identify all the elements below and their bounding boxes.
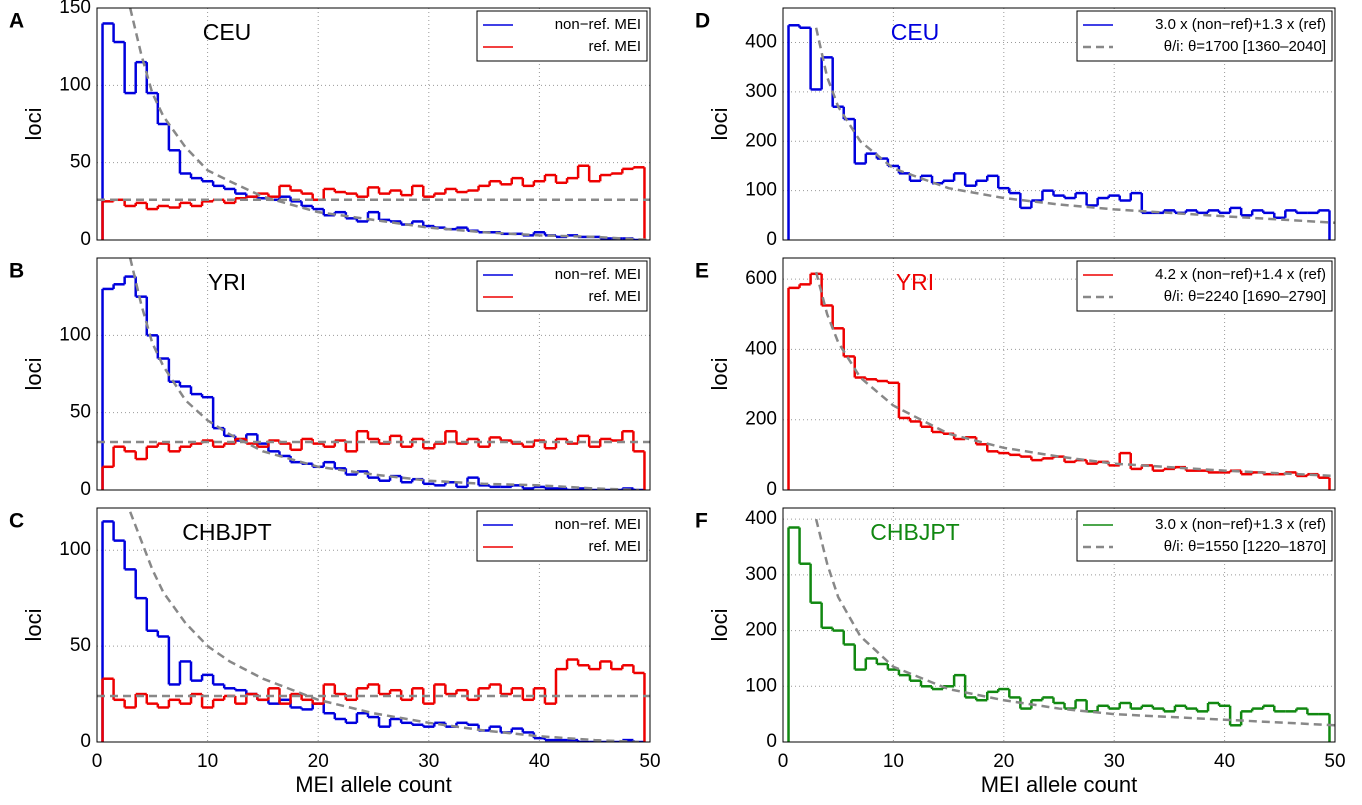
legend-box — [476, 260, 648, 312]
legend-label: θ/i: θ=1550 [1220–1870] — [1164, 538, 1326, 555]
panel-title: YRI — [208, 269, 246, 295]
plot-area — [97, 8, 650, 240]
y-axis-label: loci — [707, 357, 732, 390]
x-tick-label: 40 — [1214, 751, 1235, 772]
panel-title: YRI — [896, 269, 934, 295]
legend-label: ref. MEI — [588, 538, 641, 555]
fit-curve — [128, 258, 639, 490]
x-tick-label: 20 — [308, 751, 329, 772]
legend-label: 3.0 x (non−ref)+1.3 x (ref) — [1155, 16, 1326, 33]
legend-box — [476, 510, 648, 562]
fit-curve — [128, 8, 650, 240]
y-tick-label: 0 — [766, 229, 777, 250]
plot-area — [787, 518, 1335, 742]
legend-box — [1076, 10, 1333, 62]
plot-area — [787, 271, 1335, 490]
y-tick-label: 200 — [745, 130, 777, 151]
x-tick-label: 50 — [639, 751, 660, 772]
panel-title: CEU — [203, 19, 252, 45]
plot-frame — [96, 257, 651, 491]
plot-area — [787, 24, 1335, 240]
x-tick-label: 30 — [1104, 751, 1125, 772]
y-tick-label: 100 — [59, 324, 91, 345]
legend-label: ref. MEI — [588, 38, 641, 55]
y-axis-label: loci — [21, 357, 46, 390]
legend-label: non−ref. MEI — [555, 16, 641, 33]
panel-label: F — [695, 510, 708, 533]
panel-label: C — [9, 510, 24, 533]
legend-label: 3.0 x (non−ref)+1.3 x (ref) — [1155, 516, 1326, 533]
y-axis-label: loci — [21, 107, 46, 140]
x-axis-label: MEI allele count — [295, 772, 452, 797]
plot-area — [97, 511, 650, 742]
y-tick-label: 150 — [59, 0, 91, 18]
panel-label: D — [695, 10, 710, 33]
panel-title: CHBJPT — [182, 519, 271, 545]
legend-label: θ/i: θ=1700 [1360–2040] — [1164, 38, 1326, 55]
panel-label: A — [9, 10, 24, 33]
panel: 0 10 20 30 40 50 0 50 100 non−ref. MEI ref. MEI CHB… — [9, 507, 661, 797]
plot-frame — [782, 507, 1336, 743]
legend-label: θ/i: θ=2240 [1690–2790] — [1164, 288, 1326, 305]
y-tick-label: 300 — [745, 564, 777, 585]
x-axis-label: MEI allele count — [981, 772, 1138, 797]
y-tick-label: 0 — [766, 731, 777, 752]
y-tick-label: 100 — [745, 180, 777, 201]
y-tick-label: 0 — [80, 731, 91, 752]
legend-box — [1076, 260, 1333, 312]
y-tick-label: 200 — [745, 620, 777, 641]
y-tick-label: 600 — [745, 268, 777, 289]
x-tick-label: 30 — [418, 751, 439, 772]
legend-box — [1076, 510, 1333, 562]
y-tick-label: 0 — [80, 229, 91, 250]
fit-curve — [814, 518, 1335, 727]
panel-title: CHBJPT — [870, 519, 959, 545]
y-tick-label: 50 — [70, 635, 91, 656]
legend-box — [476, 10, 648, 62]
x-tick-label: 10 — [883, 751, 904, 772]
panel-label: B — [9, 260, 24, 283]
legend-label: non−ref. MEI — [555, 516, 641, 533]
y-axis-label: loci — [707, 107, 732, 140]
y-tick-label: 50 — [70, 152, 91, 173]
fit-curve — [129, 511, 639, 742]
y-tick-label: 400 — [745, 508, 777, 529]
y-tick-label: 400 — [745, 338, 777, 359]
panel: 0 200 400 600 4.2 x (non−ref)+1.4 x (ref) θ/i… — [695, 257, 1336, 500]
y-axis-label: loci — [21, 608, 46, 641]
x-tick-label: 20 — [993, 751, 1014, 772]
x-tick-label: 0 — [778, 751, 789, 772]
y-tick-label: 100 — [59, 74, 91, 95]
x-tick-label: 10 — [197, 751, 218, 772]
y-tick-label: 0 — [80, 479, 91, 500]
plot-frame — [96, 507, 651, 743]
y-tick-label: 400 — [745, 32, 777, 53]
panel: 0 100 200 300 400 3.0 x (non−ref)+1.3 x (ref)… — [695, 7, 1336, 250]
plot-area — [97, 258, 650, 490]
plot-frame — [782, 7, 1336, 241]
panel-label: E — [695, 260, 709, 283]
panel: 0 10 20 30 40 50 0 100 200 300 400 3.0 x (non−ref)+… — [695, 507, 1346, 797]
plot-frame — [96, 7, 651, 241]
x-tick-label: 0 — [92, 751, 103, 772]
y-tick-label: 200 — [745, 409, 777, 430]
legend-label: ref. MEI — [588, 288, 641, 305]
y-tick-label: 50 — [70, 402, 91, 423]
legend-label: non−ref. MEI — [555, 266, 641, 283]
legend-label: 4.2 x (non−ref)+1.4 x (ref) — [1155, 266, 1326, 283]
y-axis-label: loci — [707, 608, 732, 641]
y-tick-label: 100 — [59, 539, 91, 560]
panel-title: CEU — [891, 19, 940, 45]
y-tick-label: 300 — [745, 81, 777, 102]
y-tick-label: 100 — [745, 675, 777, 696]
y-tick-label: 0 — [766, 479, 777, 500]
x-tick-label: 40 — [529, 751, 550, 772]
plot-frame — [782, 257, 1336, 491]
x-tick-label: 50 — [1324, 751, 1345, 772]
fit-curve — [814, 27, 1335, 224]
